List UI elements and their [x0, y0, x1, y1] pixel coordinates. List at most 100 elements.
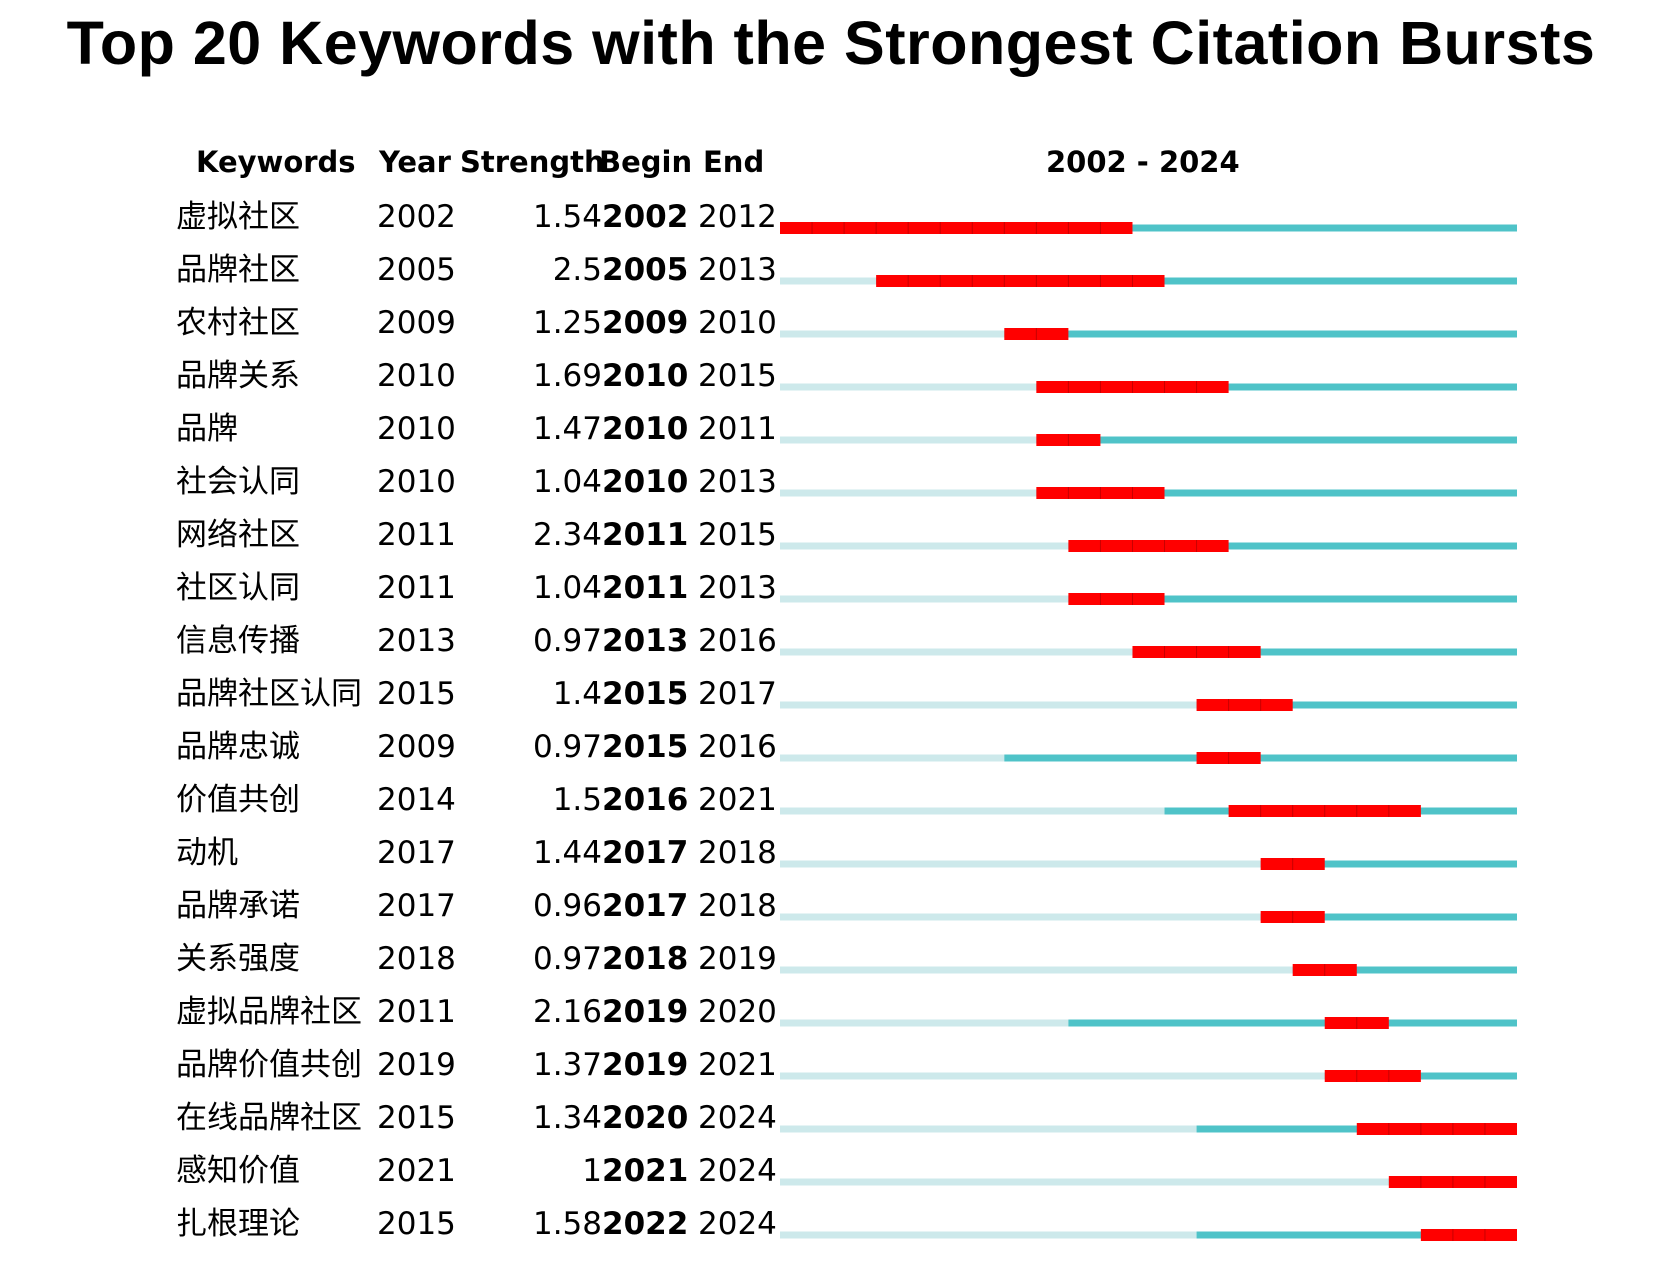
year-cell: 2015: [377, 1100, 456, 1136]
burst-bar: [780, 222, 1133, 234]
end-cell: 2013: [698, 570, 777, 606]
strength-cell: 1.04: [532, 464, 602, 500]
year-cell: 2014: [377, 782, 456, 818]
table-row: 社区认同 2011 1.04 2011 2013: [0, 567, 1662, 620]
header-end: End: [703, 145, 765, 179]
begin-cell: 2015: [602, 729, 689, 765]
begin-cell: 2011: [602, 570, 689, 606]
table-row: 在线品牌社区 2015 1.34 2020 2024: [0, 1097, 1662, 1150]
burst-bar: [1068, 540, 1229, 552]
begin-cell: 2009: [602, 305, 689, 341]
keyword-cell: 感知价值: [176, 1153, 300, 1189]
strength-cell: 1.5: [552, 782, 602, 818]
table-row: 信息传播 2013 0.97 2013 2016: [0, 620, 1662, 673]
active-segment: [876, 277, 1517, 285]
end-cell: 2015: [698, 517, 777, 553]
table-row: 虚拟社区 2002 1.54 2002 2012: [0, 196, 1662, 249]
strength-cell: 1.25: [532, 305, 602, 341]
keyword-cell: 品牌: [176, 411, 238, 447]
burst-bar: [1324, 1070, 1421, 1082]
header-strength: Strength: [460, 145, 605, 179]
end-cell: 2016: [698, 729, 777, 765]
table-row: 品牌社区 2005 2.5 2005 2013: [0, 249, 1662, 302]
year-cell: 2010: [377, 464, 456, 500]
end-cell: 2012: [698, 199, 777, 235]
begin-cell: 2019: [602, 994, 689, 1030]
begin-cell: 2013: [602, 623, 689, 659]
year-cell: 2010: [377, 358, 456, 394]
end-cell: 2016: [698, 623, 777, 659]
active-segment: [1068, 1019, 1517, 1027]
inactive-segment: [780, 330, 1005, 338]
strength-cell: 0.96: [532, 888, 602, 924]
active-segment: [1196, 1231, 1517, 1239]
begin-cell: 2016: [602, 782, 689, 818]
table-row: 品牌忠诚 2009 0.97 2015 2016: [0, 726, 1662, 779]
end-cell: 2018: [698, 835, 777, 871]
table-row: 关系强度 2018 0.97 2018 2019: [0, 938, 1662, 991]
end-cell: 2013: [698, 464, 777, 500]
begin-cell: 2022: [602, 1206, 689, 1242]
year-cell: 2021: [377, 1153, 456, 1189]
strength-cell: 0.97: [532, 941, 602, 977]
begin-cell: 2010: [602, 464, 689, 500]
inactive-segment: [780, 860, 1261, 868]
begin-cell: 2017: [602, 888, 689, 924]
keyword-cell: 品牌社区认同: [176, 676, 362, 712]
year-cell: 2009: [377, 305, 456, 341]
header-year-range: 2002 - 2024: [1046, 145, 1240, 179]
keyword-cell: 关系强度: [176, 941, 300, 977]
inactive-segment: [780, 542, 1069, 550]
table-row: 动机 2017 1.44 2017 2018: [0, 832, 1662, 885]
strength-cell: 1.47: [532, 411, 602, 447]
burst-bar: [1068, 593, 1165, 605]
begin-cell: 2015: [602, 676, 689, 712]
year-cell: 2015: [377, 676, 456, 712]
end-cell: 2024: [698, 1100, 777, 1136]
active-segment: [1068, 542, 1517, 550]
strength-cell: 1.37: [532, 1047, 602, 1083]
inactive-segment: [780, 1231, 1197, 1239]
inactive-segment: [780, 648, 1133, 656]
keyword-cell: 社区认同: [176, 570, 300, 606]
strength-cell: 0.97: [532, 623, 602, 659]
begin-cell: 2021: [602, 1153, 689, 1189]
year-cell: 2009: [377, 729, 456, 765]
begin-cell: 2010: [602, 411, 689, 447]
year-cell: 2011: [377, 570, 456, 606]
header-keywords: Keywords: [196, 145, 356, 179]
year-cell: 2010: [377, 411, 456, 447]
year-cell: 2002: [377, 199, 456, 235]
table-row: 品牌关系 2010 1.69 2010 2015: [0, 355, 1662, 408]
inactive-segment: [780, 701, 1197, 709]
keyword-cell: 信息传播: [176, 623, 300, 659]
inactive-segment: [780, 595, 1069, 603]
end-cell: 2021: [698, 1047, 777, 1083]
keyword-cell: 品牌关系: [176, 358, 300, 394]
burst-bar: [876, 275, 1165, 287]
year-cell: 2018: [377, 941, 456, 977]
strength-cell: 1.58: [532, 1206, 602, 1242]
year-cell: 2011: [377, 994, 456, 1030]
keyword-cell: 在线品牌社区: [176, 1100, 362, 1136]
active-segment: [1260, 913, 1517, 921]
inactive-segment: [780, 913, 1261, 921]
keyword-cell: 品牌承诺: [176, 888, 300, 924]
inactive-segment: [780, 436, 1037, 444]
keyword-cell: 农村社区: [176, 305, 300, 341]
strength-cell: 1.44: [532, 835, 602, 871]
begin-cell: 2005: [602, 252, 689, 288]
year-cell: 2013: [377, 623, 456, 659]
keyword-cell: 虚拟社区: [176, 199, 300, 235]
keyword-cell: 网络社区: [176, 517, 300, 553]
year-cell: 2011: [377, 517, 456, 553]
strength-cell: 1.69: [532, 358, 602, 394]
active-segment: [1260, 860, 1517, 868]
strength-cell: 0.97: [532, 729, 602, 765]
burst-bar: [1356, 1123, 1517, 1135]
active-segment: [1004, 330, 1517, 338]
end-cell: 2020: [698, 994, 777, 1030]
strength-cell: 2.5: [552, 252, 602, 288]
strength-cell: 1.34: [532, 1100, 602, 1136]
